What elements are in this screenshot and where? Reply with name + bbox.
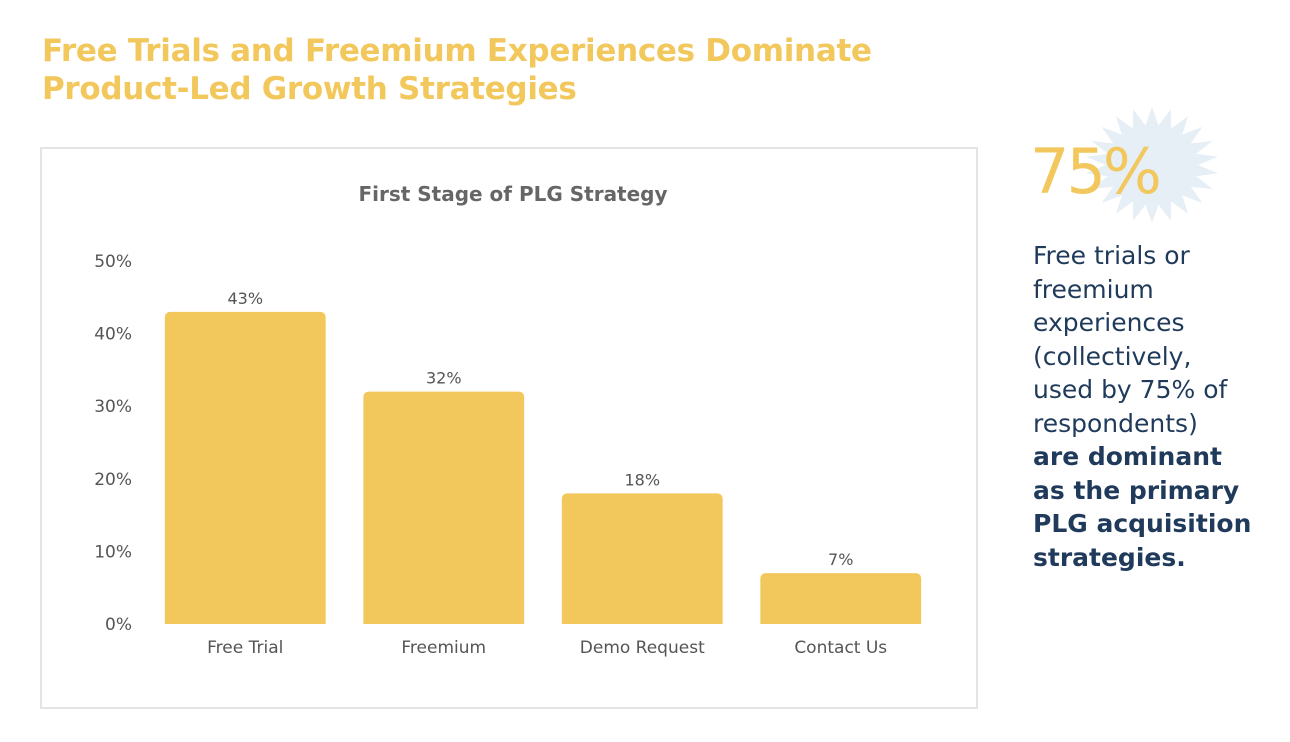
- x-category-label: Demo Request: [580, 638, 705, 658]
- callout-bold-line: are dominant: [1033, 442, 1222, 471]
- headline: Free Trials and Freemium Experiences Dom…: [42, 32, 942, 108]
- callout-line: (collectively,: [1033, 341, 1192, 371]
- callout-bold-line: PLG acquisition: [1033, 509, 1252, 538]
- y-tick-label: 30%: [94, 397, 132, 417]
- bar-chart: First Stage of PLG Strategy 0% 10% 20% 30% 40…: [94, 182, 922, 658]
- big-stat: 75%: [1030, 135, 1162, 208]
- y-tick-label: 50%: [94, 252, 132, 272]
- data-label: 43%: [227, 289, 263, 308]
- bar-demo-request: [561, 493, 723, 624]
- headline-line-1: Free Trials and Freemium Experiences Dom…: [42, 33, 872, 69]
- headline-line-2: Product-Led Growth Strategies: [42, 71, 577, 107]
- y-tick-label: 10%: [94, 542, 132, 562]
- x-category-label: Contact Us: [794, 638, 887, 658]
- bar-contact-us: [760, 573, 922, 624]
- bar-free-trial: [164, 311, 326, 624]
- callout-line: used by 75% of: [1033, 375, 1228, 404]
- callout-bold-line: as the primary: [1033, 475, 1240, 505]
- y-tick-label: 40%: [94, 325, 132, 345]
- callout-line: Free trials or: [1033, 241, 1190, 270]
- data-label: 18%: [624, 470, 660, 489]
- callout-line: respondents): [1033, 408, 1198, 438]
- x-category-label: Free Trial: [207, 638, 283, 658]
- data-label: 32%: [426, 369, 462, 388]
- callout-line: freemium: [1033, 274, 1154, 304]
- data-label: 7%: [828, 550, 853, 569]
- starburst-icon: [1086, 107, 1218, 223]
- bar-freemium: [363, 391, 525, 624]
- callout-text: Free trials or freemium experiences (collec…: [1033, 239, 1283, 574]
- y-tick-label: 20%: [94, 470, 132, 490]
- chart-title: First Stage of PLG Strategy: [358, 182, 667, 206]
- callout-line: experiences: [1033, 308, 1185, 337]
- callout-bold-line: strategies.: [1033, 542, 1186, 572]
- y-tick-label: 0%: [105, 615, 132, 635]
- chart-panel: First Stage of PLG Strategy 0% 10% 20% 30% 40…: [40, 147, 978, 709]
- x-category-label: Freemium: [401, 638, 486, 658]
